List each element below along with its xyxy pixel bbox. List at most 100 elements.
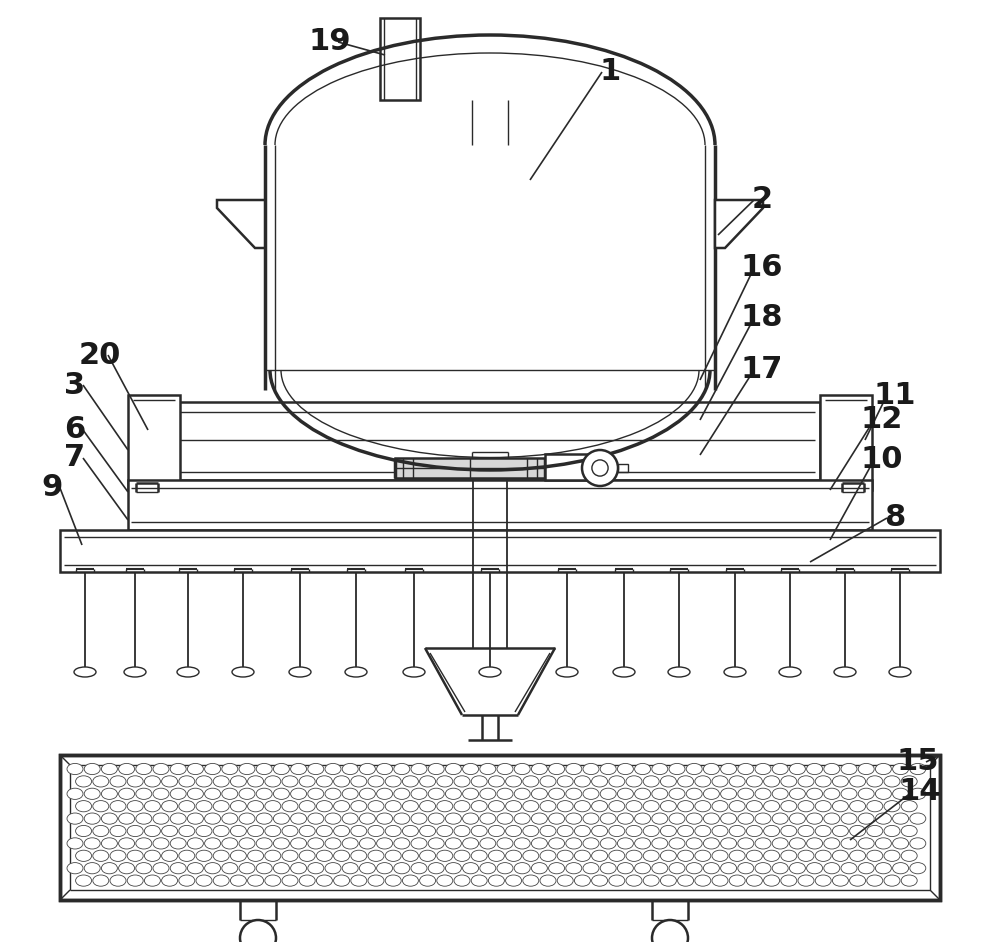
Ellipse shape <box>721 788 737 800</box>
Ellipse shape <box>815 776 831 787</box>
Ellipse shape <box>162 875 178 886</box>
Ellipse shape <box>893 788 909 800</box>
Bar <box>160 402 820 480</box>
Ellipse shape <box>557 825 573 836</box>
Ellipse shape <box>617 837 633 849</box>
Ellipse shape <box>437 825 453 836</box>
Ellipse shape <box>617 788 633 800</box>
Ellipse shape <box>153 788 169 800</box>
Polygon shape <box>217 200 265 248</box>
Ellipse shape <box>136 788 152 800</box>
Ellipse shape <box>222 837 238 849</box>
Text: 19: 19 <box>309 27 351 57</box>
Ellipse shape <box>325 863 341 874</box>
Ellipse shape <box>230 776 246 787</box>
Ellipse shape <box>463 788 479 800</box>
Ellipse shape <box>600 863 616 874</box>
Ellipse shape <box>557 776 573 787</box>
Bar <box>820 395 872 490</box>
Ellipse shape <box>342 763 358 774</box>
Ellipse shape <box>299 801 315 812</box>
Ellipse shape <box>420 851 436 861</box>
Ellipse shape <box>291 863 307 874</box>
Ellipse shape <box>557 801 573 812</box>
Ellipse shape <box>239 863 255 874</box>
Ellipse shape <box>626 825 642 836</box>
Ellipse shape <box>101 837 117 849</box>
Ellipse shape <box>394 863 410 874</box>
Ellipse shape <box>901 776 917 787</box>
Ellipse shape <box>144 825 160 836</box>
Ellipse shape <box>119 863 135 874</box>
Ellipse shape <box>643 776 659 787</box>
Ellipse shape <box>342 813 358 824</box>
Ellipse shape <box>205 813 221 824</box>
Ellipse shape <box>248 875 264 886</box>
Ellipse shape <box>884 825 900 836</box>
Ellipse shape <box>746 801 762 812</box>
Ellipse shape <box>213 776 229 787</box>
Ellipse shape <box>273 863 289 874</box>
Ellipse shape <box>316 851 332 861</box>
Ellipse shape <box>359 763 375 774</box>
Ellipse shape <box>428 788 444 800</box>
Ellipse shape <box>712 801 728 812</box>
Ellipse shape <box>824 763 840 774</box>
Ellipse shape <box>738 788 754 800</box>
Ellipse shape <box>652 788 668 800</box>
Ellipse shape <box>239 788 255 800</box>
Ellipse shape <box>265 851 281 861</box>
Ellipse shape <box>850 851 866 861</box>
Ellipse shape <box>411 837 427 849</box>
Ellipse shape <box>910 837 926 849</box>
Ellipse shape <box>67 788 83 800</box>
Ellipse shape <box>807 788 823 800</box>
Ellipse shape <box>729 851 745 861</box>
Ellipse shape <box>437 851 453 861</box>
Ellipse shape <box>549 763 565 774</box>
Ellipse shape <box>316 825 332 836</box>
Ellipse shape <box>265 801 281 812</box>
Ellipse shape <box>213 875 229 886</box>
Ellipse shape <box>488 776 504 787</box>
Ellipse shape <box>342 863 358 874</box>
Ellipse shape <box>394 763 410 774</box>
Bar <box>128 480 872 530</box>
Ellipse shape <box>402 875 418 886</box>
Ellipse shape <box>420 776 436 787</box>
Ellipse shape <box>867 875 883 886</box>
Text: 6: 6 <box>64 415 86 445</box>
Ellipse shape <box>686 863 702 874</box>
Ellipse shape <box>669 788 685 800</box>
Ellipse shape <box>385 851 401 861</box>
Ellipse shape <box>84 788 100 800</box>
Ellipse shape <box>738 813 754 824</box>
Ellipse shape <box>205 788 221 800</box>
Ellipse shape <box>583 837 599 849</box>
Ellipse shape <box>850 801 866 812</box>
Ellipse shape <box>334 801 350 812</box>
Ellipse shape <box>884 875 900 886</box>
Text: 7: 7 <box>64 444 86 473</box>
Ellipse shape <box>67 813 83 824</box>
Ellipse shape <box>127 776 143 787</box>
Ellipse shape <box>445 813 461 824</box>
Ellipse shape <box>764 776 780 787</box>
Text: 14: 14 <box>899 777 941 806</box>
Ellipse shape <box>437 801 453 812</box>
Ellipse shape <box>724 667 746 677</box>
Ellipse shape <box>592 776 608 787</box>
Ellipse shape <box>583 863 599 874</box>
Ellipse shape <box>110 776 126 787</box>
Ellipse shape <box>592 825 608 836</box>
Ellipse shape <box>910 863 926 874</box>
Text: 9: 9 <box>41 474 63 502</box>
Ellipse shape <box>394 788 410 800</box>
Ellipse shape <box>867 776 883 787</box>
Ellipse shape <box>488 825 504 836</box>
Ellipse shape <box>299 825 315 836</box>
Ellipse shape <box>858 837 874 849</box>
Ellipse shape <box>463 813 479 824</box>
Ellipse shape <box>506 776 522 787</box>
Bar <box>128 395 180 490</box>
